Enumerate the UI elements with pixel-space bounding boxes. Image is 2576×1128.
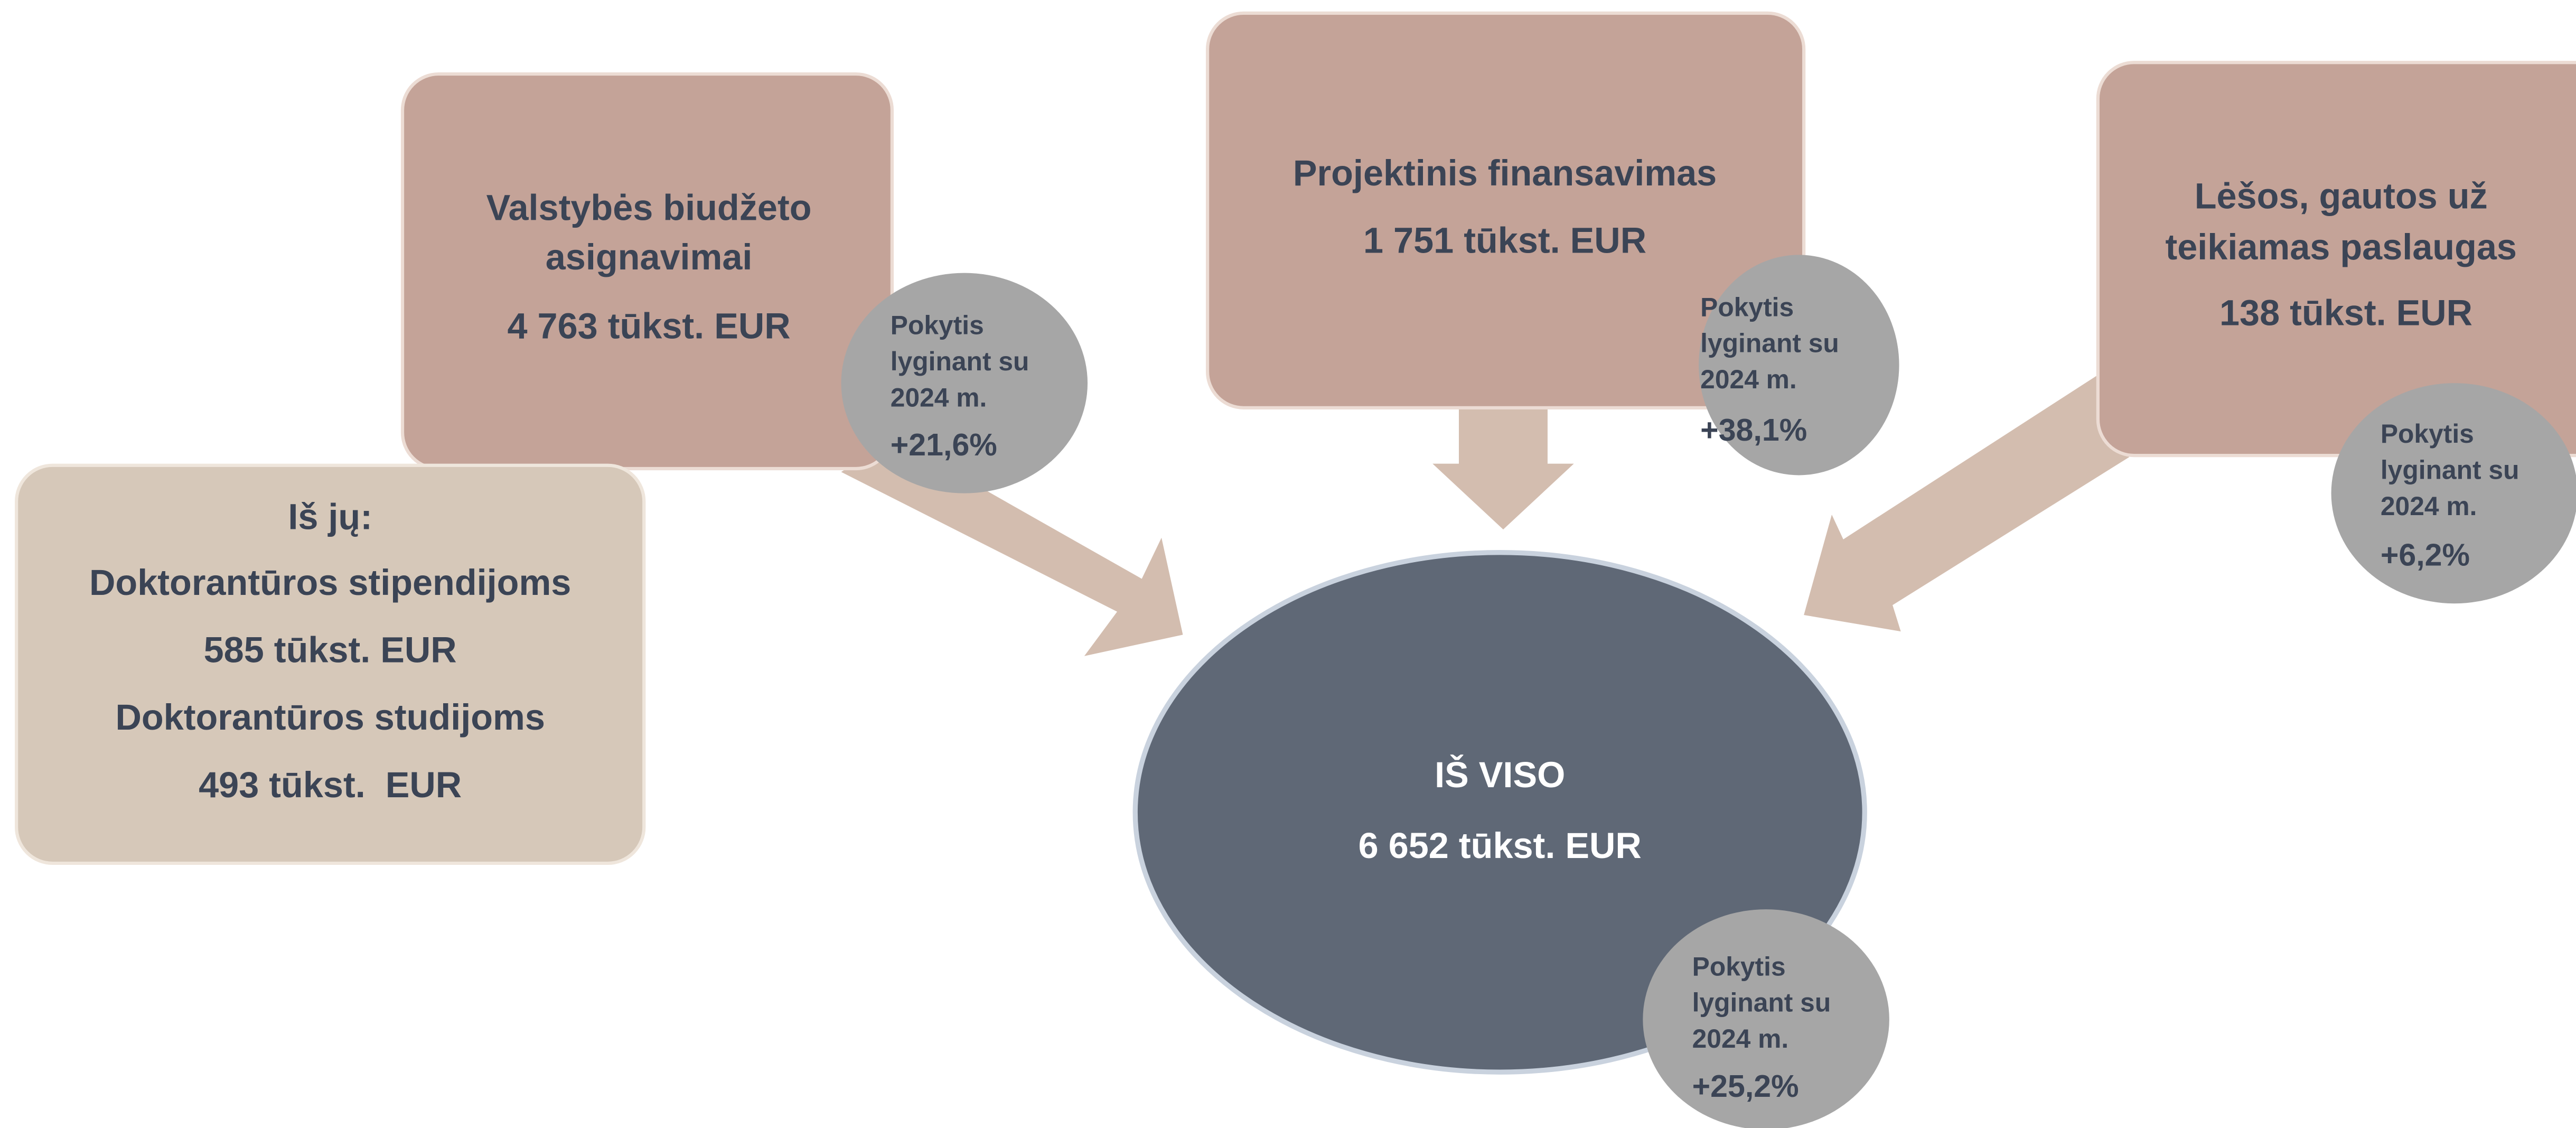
arrow bbox=[1432, 407, 1574, 530]
change-label: 2024 m. bbox=[2381, 491, 2477, 521]
change-bubble bbox=[2331, 383, 2576, 604]
change-value: +25,2% bbox=[1692, 1068, 1799, 1104]
breakdown-line: 493 tūkst. EUR bbox=[199, 765, 462, 805]
change-label: 2024 m. bbox=[1700, 365, 1797, 394]
change-bubble bbox=[1699, 255, 1899, 476]
change-label: Pokytis bbox=[891, 310, 984, 340]
change-bubble bbox=[841, 273, 1088, 493]
breakdown-line: Iš jų: bbox=[288, 497, 372, 537]
breakdown-line: 585 tūkst. EUR bbox=[204, 630, 457, 670]
change-bubble bbox=[1643, 909, 1889, 1128]
source-title: Lėšos, gautos už bbox=[2195, 176, 2488, 217]
change-label: lyginant su bbox=[2381, 455, 2519, 484]
change-label: 2024 m. bbox=[891, 383, 987, 412]
breakdown-line: Doktorantūros stipendijoms bbox=[89, 562, 571, 603]
change-label: lyginant su bbox=[1692, 988, 1831, 1018]
total-title: IŠ VISO bbox=[1435, 754, 1565, 795]
change-label: lyginant su bbox=[891, 347, 1029, 376]
source-box bbox=[1205, 11, 1806, 409]
change-value: +21,6% bbox=[891, 427, 997, 462]
source-box bbox=[400, 72, 894, 471]
source-title: teikiamas paslaugas bbox=[2165, 227, 2517, 267]
source-title: asignavimai bbox=[546, 237, 753, 277]
total-amount: 6 652 tūkst. EUR bbox=[1359, 825, 1642, 866]
change-label: Pokytis bbox=[1700, 292, 1794, 322]
change-label: 2024 m. bbox=[1692, 1024, 1789, 1054]
source-title: Projektinis finansavimas bbox=[1293, 153, 1717, 193]
change-label: Pokytis bbox=[2381, 419, 2474, 449]
arrow bbox=[1804, 375, 2129, 632]
arrow bbox=[841, 439, 1183, 656]
source-amount: 1 751 tūkst. EUR bbox=[1363, 220, 1646, 261]
breakdown-box bbox=[14, 463, 646, 865]
change-value: +38,1% bbox=[1700, 412, 1807, 448]
change-label: Pokytis bbox=[1692, 952, 1786, 981]
source-amount: 4 763 tūkst. EUR bbox=[508, 306, 791, 347]
change-value: +6,2% bbox=[2381, 537, 2470, 573]
breakdown-line: Doktorantūros studijoms bbox=[115, 697, 545, 738]
source-amount: 138 tūkst. EUR bbox=[2219, 293, 2472, 333]
change-label: lyginant su bbox=[1700, 329, 1839, 358]
source-title: Valstybės biudžeto bbox=[486, 187, 812, 228]
